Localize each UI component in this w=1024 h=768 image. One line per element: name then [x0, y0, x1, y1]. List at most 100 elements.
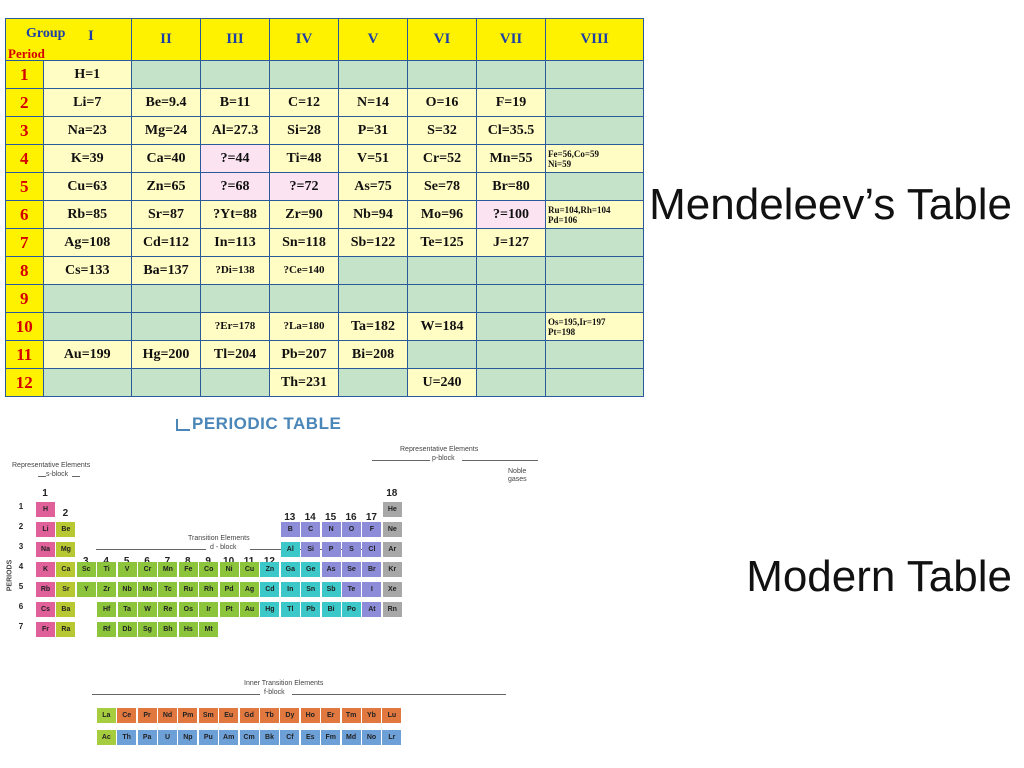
- period-number: 7: [5, 228, 44, 257]
- empty-cell: [545, 284, 644, 313]
- element-cell: Zn=65: [131, 172, 201, 201]
- element-cell: Sc: [76, 562, 96, 577]
- s-block-arrow: [72, 476, 80, 477]
- table-row: 5 Cu=63 Zn=65 ?=68 ?=72 As=75 Se=78 Br=80: [5, 172, 644, 201]
- period-number: 4: [18, 562, 24, 571]
- element-cell: O: [342, 522, 361, 537]
- empty-cell: [407, 340, 477, 369]
- element-cell: Tb: [260, 708, 279, 723]
- group-number: 12: [259, 556, 279, 567]
- period-number: 2: [18, 522, 24, 531]
- group-numeral: IV: [269, 18, 339, 61]
- element-cell: Sr=87: [131, 200, 201, 229]
- element-cell: ?Er=178: [200, 312, 270, 341]
- element-cell: Cm: [239, 730, 259, 745]
- empty-cell: [131, 284, 201, 313]
- element-cell: He: [382, 502, 402, 517]
- table-row: 11 Au=199 Hg=200 Tl=204 Pb=207 Bi=208: [5, 340, 644, 369]
- element-cell: Ac: [96, 730, 116, 745]
- group-number: 2: [62, 508, 69, 519]
- group-number: 4: [96, 556, 116, 567]
- element-cell: Cu=63: [42, 172, 133, 201]
- group-number: 5: [117, 556, 137, 567]
- period-number: 1: [18, 502, 24, 511]
- element-cell: Rf: [97, 622, 117, 637]
- element-cell: Cs: [36, 602, 55, 617]
- element-cell: Br: [362, 562, 382, 577]
- element-cell: Lu: [382, 708, 402, 723]
- element-cell: ?Yt=88: [200, 200, 270, 229]
- group-number: 15: [325, 512, 337, 523]
- element-cell: Fe=56,Co=59 Ni=59: [545, 144, 644, 173]
- element-cell: Cd=112: [131, 228, 201, 257]
- p-block-arrow: [372, 460, 430, 461]
- empty-cell: [269, 60, 339, 89]
- element-cell: La: [96, 708, 116, 723]
- element-cell: Zr=90: [269, 200, 339, 229]
- element-cell: Na: [36, 542, 55, 557]
- empty-cell: [545, 88, 644, 117]
- element-cell: ?Ce=140: [269, 256, 339, 285]
- element-cell: V=51: [338, 144, 408, 173]
- element-cell: Ta=182: [338, 312, 408, 341]
- element-cell: N: [321, 522, 341, 537]
- element-cell: Ru=104,Rh=104 Pd=106: [545, 200, 644, 229]
- element-cell: Cl: [362, 542, 382, 557]
- element-cell: Re: [158, 602, 178, 617]
- element-cell: Te=125: [407, 228, 477, 257]
- f-block-arrow: [92, 694, 260, 695]
- element-cell: Te: [342, 582, 361, 597]
- element-cell: Sn: [301, 582, 321, 597]
- group-number: 10: [219, 556, 239, 567]
- element-cell: ?=44: [200, 144, 270, 173]
- element-cell: Po: [342, 602, 361, 617]
- period-number: 5: [5, 172, 44, 201]
- element-cell: Pm: [178, 708, 198, 723]
- element-cell: Mo=96: [407, 200, 477, 229]
- element-cell: Mg: [56, 542, 76, 557]
- element-cell: Ba: [56, 602, 76, 617]
- element-cell: Lr: [382, 730, 402, 745]
- empty-cell: [545, 60, 644, 89]
- element-cell: Bh: [158, 622, 178, 637]
- element-cell: B: [280, 522, 300, 537]
- element-cell: Pb=207: [269, 340, 339, 369]
- element-cell: Rb: [36, 582, 55, 597]
- group-number: 1: [42, 488, 48, 499]
- element-cell: Er: [321, 708, 341, 723]
- element-cell: Pb: [301, 602, 321, 617]
- element-cell: Ne: [382, 522, 402, 537]
- element-cell: H: [36, 502, 55, 517]
- element-cell: Nb=94: [338, 200, 408, 229]
- chart-icon: [176, 419, 190, 431]
- empty-cell: [476, 284, 546, 313]
- element-cell: Ir: [199, 602, 219, 617]
- empty-cell: [269, 284, 339, 313]
- empty-cell: [545, 228, 644, 257]
- empty-cell: [131, 368, 201, 397]
- s-block-arrow: [38, 476, 46, 477]
- mendeleev-label: Mendeleev’s Table: [649, 180, 1012, 229]
- element-cell: Kr: [382, 562, 402, 577]
- element-cell: Au=199: [42, 340, 133, 369]
- element-cell: Sb: [321, 582, 341, 597]
- element-cell: Hg=200: [131, 340, 201, 369]
- element-cell: Ti=48: [269, 144, 339, 173]
- representative-elements-left-label: Representative Elements: [12, 462, 91, 469]
- mendeleev-table: Group I Period II III IV V VI VII VIII 1 H=1 2 Li=7 Be…: [5, 18, 644, 397]
- element-cell: Th: [117, 730, 137, 745]
- table-row: 4 K=39 Ca=40 ?=44 Ti=48 V=51 Cr=52 Mn=55 Fe=56,C…: [5, 144, 644, 173]
- element-cell: Fr: [36, 622, 55, 637]
- element-cell: Li: [36, 522, 55, 537]
- empty-cell: [200, 284, 270, 313]
- group-numeral: VII: [476, 18, 546, 61]
- table-row: 9: [5, 284, 644, 313]
- element-cell: Bk: [260, 730, 279, 745]
- element-cell: Si=28: [269, 116, 339, 145]
- element-cell: J=127: [476, 228, 546, 257]
- element-cell: At: [362, 602, 382, 617]
- empty-cell: [42, 284, 133, 313]
- group-number: 16: [345, 512, 357, 523]
- period-number: 1: [5, 60, 44, 89]
- element-cell: Rh: [199, 582, 219, 597]
